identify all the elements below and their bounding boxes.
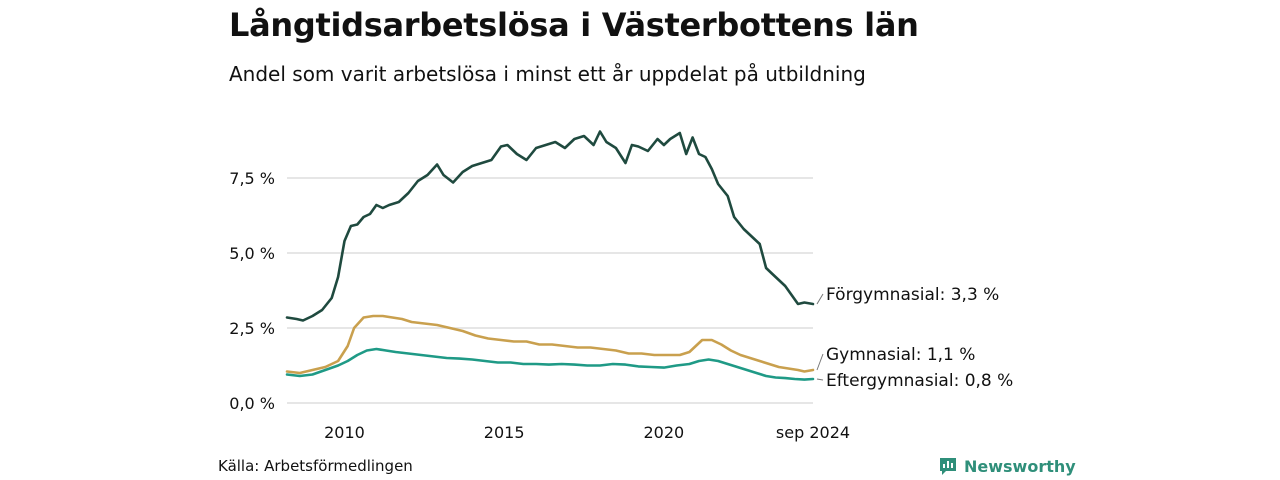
y-tick-label: 0,0 %: [229, 394, 275, 413]
y-tick-label: 5,0 %: [229, 244, 275, 263]
series-end-label: Eftergymnasial: 0,8 %: [826, 371, 1013, 391]
series-end-labels: Förgymnasial: 3,3 % Gymnasial: 1,1 % Efter…: [816, 285, 1013, 391]
chart-title: Långtidsarbetslösa i Västerbottens län: [229, 6, 919, 44]
newsworthy-logo-icon: [940, 458, 956, 475]
series-line-förgymnasial: [285, 130, 815, 322]
x-tick-label: 2020: [643, 423, 684, 442]
brand[interactable]: Newsworthy: [938, 456, 1076, 476]
series-lines: [285, 130, 815, 381]
series-end-label: Förgymnasial: 3,3 %: [826, 285, 999, 305]
label-connector: [816, 353, 824, 371]
x-tick-label: 2010: [324, 423, 365, 442]
x-tick-label: 2015: [484, 423, 525, 442]
series-line-eftergymnasial: [285, 347, 815, 381]
source-note: Källa: Arbetsförmedlingen: [218, 457, 413, 475]
label-connector: [816, 293, 824, 305]
x-tick-label: sep 2024: [776, 423, 850, 442]
x-axis-ticks: 2010 2015 2020 sep 2024: [324, 423, 850, 442]
brand-name: Newsworthy: [964, 456, 1076, 476]
chart-subtitle: Andel som varit arbetslösa i minst ett å…: [229, 62, 866, 86]
y-tick-label: 2,5 %: [229, 319, 275, 338]
y-tick-label: 7,5 %: [229, 169, 275, 188]
label-connector: [816, 378, 824, 381]
y-axis-ticks: 0,0 % 2,5 % 5,0 % 7,5 %: [229, 169, 275, 413]
grid-lines: [287, 177, 813, 404]
series-end-label: Gymnasial: 1,1 %: [826, 345, 975, 365]
series-line-gymnasial: [285, 314, 815, 375]
